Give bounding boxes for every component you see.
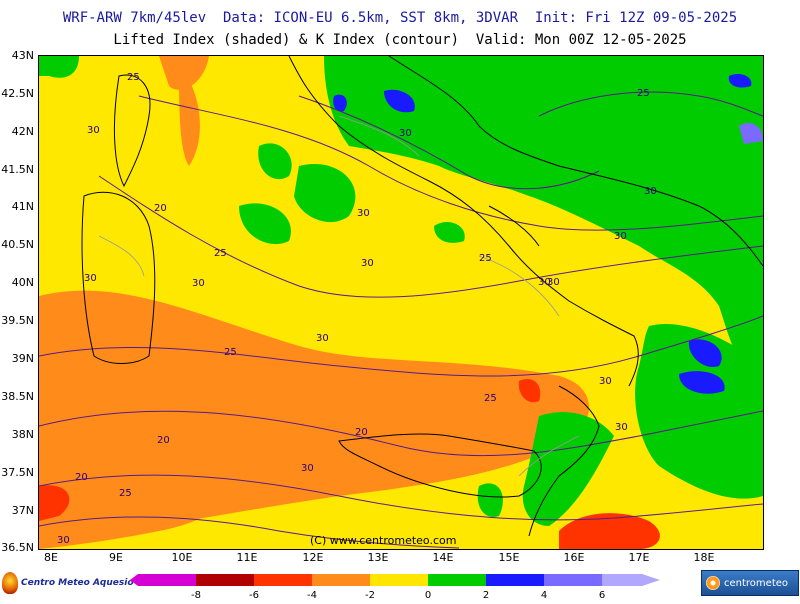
k-label: 30 (399, 128, 412, 139)
k-label: 30 (301, 463, 314, 474)
k-label: 30 (361, 258, 374, 269)
k-index-contours (39, 91, 763, 549)
weather-map-canvas: 25 25 30 30 20 25 30 25 30 30 30 25 30 2… (39, 56, 763, 549)
lat-label: 38.5N (1, 390, 34, 403)
colorbar-segment (312, 574, 370, 586)
logo-right-label: centrometeo (724, 577, 789, 589)
k-label: 20 (75, 472, 88, 483)
k-label: 25 (484, 393, 497, 404)
lat-label: 36.5N (1, 541, 34, 554)
colorbar-segment (428, 574, 486, 586)
lon-label: 18E (693, 551, 715, 564)
colorbar-arrow-right (642, 574, 660, 586)
lon-label: 17E (628, 551, 650, 564)
region-borders (98, 115, 580, 477)
colorbar-svg: -8 -6 -4 -2 0 2 4 6 (130, 574, 660, 601)
colorbar-segment (370, 574, 428, 586)
k-label: 20 (355, 427, 368, 438)
colorbar-segment (602, 574, 642, 586)
k-label: 30 (316, 333, 329, 344)
lat-label: 41N (11, 200, 34, 213)
k-label: 30 (644, 186, 657, 197)
coastline (81, 56, 763, 537)
lat-label: 37.5N (1, 466, 34, 479)
k-label: 25 (479, 253, 492, 264)
lifted-index-colorbar: -8 -6 -4 -2 0 2 4 6 (130, 570, 670, 604)
lat-label: 42N (11, 125, 34, 138)
chart-title: WRF-ARW 7km/45lev Data: ICON-EU 6.5km, S… (62, 10, 738, 26)
lat-label: 38N (11, 428, 34, 441)
lon-label: 12E (302, 551, 324, 564)
k-label: 30 (538, 277, 551, 288)
colorbar-tick: 4 (541, 590, 547, 600)
centrometeo-logo: centrometeo (701, 570, 799, 596)
lat-label: 43N (11, 49, 34, 62)
k-label: 20 (157, 435, 170, 446)
colorbar-segment (254, 574, 312, 586)
lat-label: 40.5N (1, 238, 34, 251)
lon-label: 15E (498, 551, 520, 564)
lon-label: 13E (367, 551, 389, 564)
sun-logo-icon (706, 576, 720, 590)
colorbar-segment (196, 574, 254, 586)
colorbar-tick: 2 (483, 590, 489, 600)
lat-label: 40N (11, 276, 34, 289)
k-index-labels: 25 25 30 30 20 25 30 25 30 30 30 25 30 2… (57, 72, 657, 546)
colorbar-tick: -6 (249, 590, 259, 600)
k-label: 25 (214, 248, 227, 259)
colorbar-segment (486, 574, 544, 586)
colorbar-arrow-left (130, 574, 138, 586)
logo-left-label: Centro Meteo Aquesio (21, 578, 134, 588)
lon-label: 16E (563, 551, 585, 564)
colorbar-tick: -2 (365, 590, 375, 600)
k-label: 30 (192, 278, 205, 289)
colorbar-tick: -4 (307, 590, 317, 600)
centro-meteo-aquesio-logo: Centro Meteo Aquesio (2, 570, 134, 596)
colorbar-tick: 0 (425, 590, 431, 600)
colorbar-tick: 6 (599, 590, 605, 600)
light-blue-zones (739, 122, 763, 144)
k-label: 30 (547, 277, 560, 288)
lat-label: 37N (11, 504, 34, 517)
map-credit: (C) www.centrometeo.com (310, 534, 457, 547)
lon-label: 14E (432, 551, 454, 564)
blue-zones (333, 74, 752, 394)
k-label: 30 (57, 535, 70, 546)
lat-label: 39N (11, 352, 34, 365)
colorbar-tick: -8 (191, 590, 201, 600)
chart-subtitle: Lifted Index (shaded) & K Index (contour… (113, 32, 687, 48)
colorbar-segment (138, 574, 196, 586)
k-label: 30 (84, 273, 97, 284)
k-label: 30 (599, 376, 612, 387)
lon-label: 11E (236, 551, 258, 564)
k-label: 30 (615, 422, 628, 433)
lat-label: 39.5N (1, 314, 34, 327)
k-label: 25 (637, 88, 650, 99)
k-label: 30 (614, 231, 627, 242)
lon-label: 10E (171, 551, 193, 564)
flame-logo-icon (2, 572, 18, 594)
lat-label: 42.5N (1, 87, 34, 100)
k-label: 25 (224, 347, 237, 358)
k-label: 20 (154, 203, 167, 214)
k-label: 25 (127, 72, 140, 83)
k-label: 30 (357, 208, 370, 219)
k-label: 25 (119, 488, 132, 499)
lon-label: 9E (109, 551, 123, 564)
lon-label: 8E (44, 551, 58, 564)
k-label: 30 (87, 125, 100, 136)
weather-map: 25 25 30 30 20 25 30 25 30 30 30 25 30 2… (38, 55, 764, 550)
red-zones (39, 378, 660, 549)
colorbar-segment (544, 574, 602, 586)
lat-label: 41.5N (1, 163, 34, 176)
